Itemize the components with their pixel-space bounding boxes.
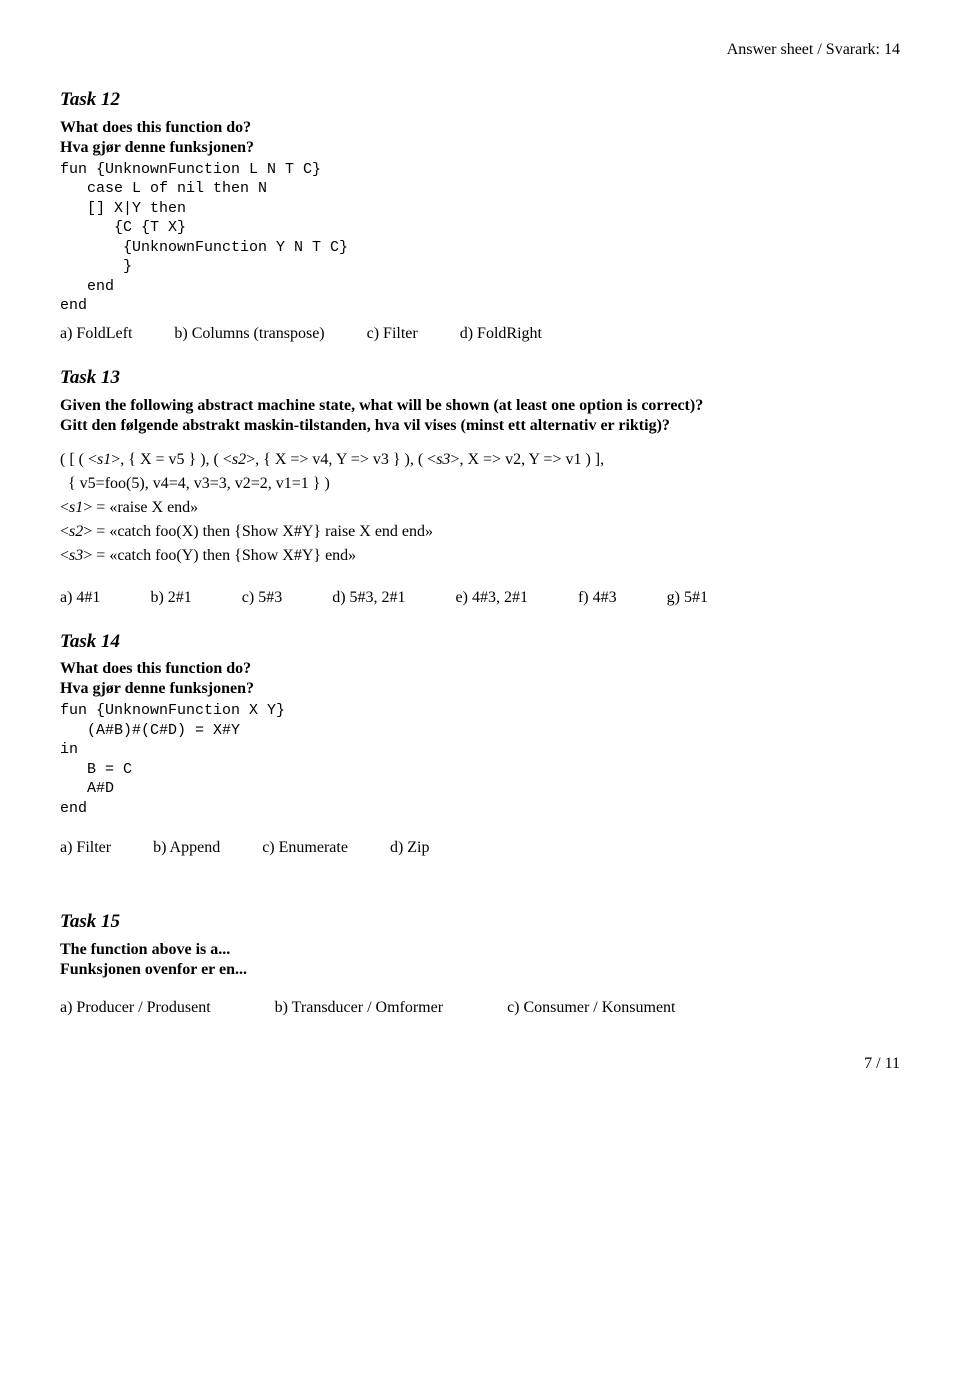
task15-options: a) Producer / Produsent b) Transducer / … xyxy=(60,998,900,1018)
text-fragment: > = «raise X end» xyxy=(83,499,198,516)
task12-opt-d: d) FoldRight xyxy=(460,324,542,344)
task14-code: fun {UnknownFunction X Y} (A#B)#(C#D) = … xyxy=(60,701,900,818)
task13-opt-d: d) 5#3, 2#1 xyxy=(332,588,405,608)
task15-heading: Task 15 xyxy=(60,910,900,934)
task13-opt-g: g) 5#1 xyxy=(667,588,708,608)
text-fragment: > = «catch foo(Y) then {Show X#Y} end» xyxy=(83,547,356,564)
task12-question-en: What does this function do? xyxy=(60,118,900,138)
text-fragment: s1 xyxy=(97,451,111,468)
task12-heading: Task 12 xyxy=(60,88,900,112)
task15-opt-b: b) Transducer / Omformer xyxy=(275,998,443,1018)
text-fragment: < xyxy=(60,523,69,540)
text-fragment: > = «catch foo(X) then {Show X#Y} raise … xyxy=(83,523,433,540)
task13-question-en: Given the following abstract machine sta… xyxy=(60,396,900,416)
task13-heading: Task 13 xyxy=(60,366,900,390)
task15-question-en: The function above is a... xyxy=(60,940,900,960)
task13-opt-a: a) 4#1 xyxy=(60,588,100,608)
task15-opt-c: c) Consumer / Konsument xyxy=(507,998,675,1018)
text-fragment: >, X => v2, Y => v1 ) ], xyxy=(450,451,604,468)
task12-code: fun {UnknownFunction L N T C} case L of … xyxy=(60,160,900,316)
task14-question-en: What does this function do? xyxy=(60,659,900,679)
text-fragment: s3 xyxy=(436,451,450,468)
task15-question-no: Funksjonen ovenfor er en... xyxy=(60,960,900,980)
text-fragment: >, { X = v5 } ), ( < xyxy=(111,451,232,468)
task13-opt-c: c) 5#3 xyxy=(242,588,282,608)
text-fragment: < xyxy=(60,547,69,564)
text-fragment: s1 xyxy=(69,499,83,516)
page-footer: 7 / 11 xyxy=(60,1054,900,1074)
text-fragment: < xyxy=(60,499,69,516)
task14-heading: Task 14 xyxy=(60,630,900,654)
task14-options: a) Filter b) Append c) Enumerate d) Zip xyxy=(60,838,900,858)
task14-opt-a: a) Filter xyxy=(60,838,111,858)
task13-opt-f: f) 4#3 xyxy=(578,588,617,608)
header-right: Answer sheet / Svarark: 14 xyxy=(60,40,900,60)
task13-question-no: Gitt den følgende abstrakt maskin-tilsta… xyxy=(60,416,900,436)
task13-opt-b: b) 2#1 xyxy=(150,588,191,608)
task13-state-line1: ( [ ( <s1>, { X = v5 } ), ( <s2>, { X =>… xyxy=(60,450,900,470)
text-fragment: ( [ ( < xyxy=(60,451,97,468)
task14-opt-c: c) Enumerate xyxy=(262,838,348,858)
task12-question-no: Hva gjør denne funksjonen? xyxy=(60,138,900,158)
task12-opt-a: a) FoldLeft xyxy=(60,324,132,344)
task13-options: a) 4#1 b) 2#1 c) 5#3 d) 5#3, 2#1 e) 4#3,… xyxy=(60,588,900,608)
task14-opt-d: d) Zip xyxy=(390,838,430,858)
task13-s2: <s2> = «catch foo(X) then {Show X#Y} rai… xyxy=(60,522,900,542)
task15-opt-a: a) Producer / Produsent xyxy=(60,998,211,1018)
text-fragment: s2 xyxy=(69,523,83,540)
task13-s1: <s1> = «raise X end» xyxy=(60,498,900,518)
text-fragment: s3 xyxy=(69,547,83,564)
task13-s3: <s3> = «catch foo(Y) then {Show X#Y} end… xyxy=(60,546,900,566)
task13-state-line2: { v5=foo(5), v4=4, v3=3, v2=2, v1=1 } ) xyxy=(60,474,900,494)
task12-options: a) FoldLeft b) Columns (transpose) c) Fi… xyxy=(60,324,900,344)
task12-opt-c: c) Filter xyxy=(367,324,418,344)
text-fragment: >, { X => v4, Y => v3 } ), ( < xyxy=(246,451,436,468)
task12-opt-b: b) Columns (transpose) xyxy=(174,324,324,344)
text-fragment: s2 xyxy=(232,451,246,468)
task13-opt-e: e) 4#3, 2#1 xyxy=(456,588,528,608)
task14-opt-b: b) Append xyxy=(153,838,220,858)
task14-question-no: Hva gjør denne funksjonen? xyxy=(60,679,900,699)
